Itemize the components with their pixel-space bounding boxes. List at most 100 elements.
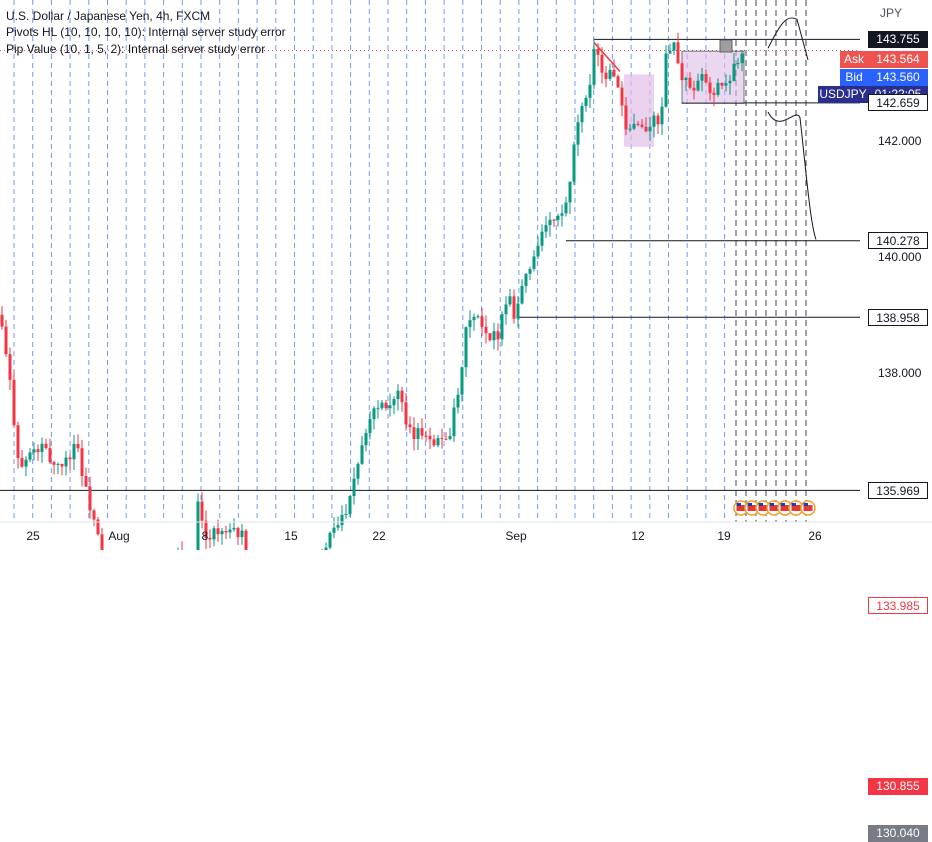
candle-body bbox=[504, 304, 508, 315]
candle-body bbox=[640, 124, 644, 127]
candle-body bbox=[452, 407, 456, 437]
level-price-138-958: 138.958 bbox=[868, 308, 928, 326]
candle-body bbox=[516, 303, 520, 319]
event-flag-canton bbox=[769, 503, 774, 506]
event-flag-stripes bbox=[769, 505, 779, 511]
candle-body bbox=[356, 463, 360, 479]
candle-body bbox=[332, 527, 336, 533]
candle-body bbox=[64, 457, 68, 467]
candle-body bbox=[464, 327, 468, 368]
candle-body bbox=[616, 76, 620, 88]
candle-body bbox=[668, 50, 672, 54]
candle-body bbox=[20, 458, 24, 467]
event-flag-canton bbox=[747, 503, 752, 506]
level-price-130-040: 130.040 bbox=[868, 825, 928, 842]
candle-body bbox=[728, 80, 732, 84]
currency-label[interactable]: JPY bbox=[880, 6, 903, 20]
candle-body bbox=[612, 69, 616, 77]
candle-body bbox=[48, 448, 52, 463]
y-tick-label: 138.000 bbox=[878, 366, 922, 380]
candle-body bbox=[684, 77, 688, 81]
candle-body bbox=[732, 63, 736, 81]
candle-body bbox=[84, 476, 88, 487]
level-price-143-755: 143.755 bbox=[868, 30, 928, 48]
candle-body bbox=[72, 443, 76, 460]
candle-body bbox=[16, 425, 20, 459]
candle-body bbox=[348, 496, 352, 514]
level-price-135-969: 135.969 bbox=[868, 481, 928, 499]
candle-body bbox=[444, 438, 448, 440]
x-tick-label: 22 bbox=[372, 529, 386, 543]
candle-body bbox=[344, 513, 348, 515]
candle-body bbox=[36, 449, 40, 453]
x-tick-label: 8 bbox=[202, 529, 209, 543]
candle-body bbox=[716, 82, 720, 95]
candle-body bbox=[44, 443, 48, 449]
x-tick-label: 26 bbox=[808, 529, 822, 543]
candle-body bbox=[680, 63, 684, 81]
horizontal-levels bbox=[0, 38, 860, 491]
candle-body bbox=[696, 80, 700, 91]
candle-body bbox=[632, 123, 636, 129]
level-price-140-278: 140.278 bbox=[868, 232, 928, 250]
candle-body bbox=[380, 402, 384, 409]
candle-body bbox=[404, 402, 408, 425]
candle-body bbox=[528, 269, 532, 274]
projection-up bbox=[767, 17, 809, 61]
candle-body bbox=[564, 202, 568, 214]
x-tick-label: Aug bbox=[108, 529, 129, 543]
candle-body bbox=[688, 77, 692, 88]
candle-body bbox=[608, 69, 612, 79]
candle-body bbox=[524, 273, 528, 286]
candle-body bbox=[24, 459, 28, 467]
candle-body bbox=[336, 525, 340, 528]
candle-body bbox=[328, 532, 332, 548]
candle-body bbox=[436, 438, 440, 446]
candle-body bbox=[692, 87, 696, 91]
candle-body bbox=[740, 53, 744, 64]
candle-body bbox=[548, 219, 552, 226]
marker-box bbox=[719, 39, 733, 53]
event-flag-stripes bbox=[758, 505, 768, 511]
candle-body bbox=[496, 331, 500, 340]
candle-body bbox=[440, 438, 444, 440]
candle-body bbox=[0, 314, 4, 327]
vertical-gridlines bbox=[13, 0, 807, 522]
candle-body bbox=[100, 534, 104, 550]
candle-body bbox=[212, 528, 216, 540]
candle-body bbox=[480, 316, 484, 327]
candle-body bbox=[80, 448, 84, 477]
candle-body bbox=[56, 463, 60, 465]
candle-body bbox=[196, 501, 200, 550]
event-flag-canton bbox=[791, 503, 796, 506]
candle-body bbox=[712, 92, 716, 95]
candle-body bbox=[664, 53, 668, 107]
range-box bbox=[624, 74, 654, 147]
candle-body bbox=[428, 435, 432, 440]
candle-body bbox=[372, 408, 376, 420]
candle-body bbox=[536, 245, 540, 257]
candle-body bbox=[556, 215, 560, 220]
event-flag-stripes bbox=[736, 505, 746, 511]
event-flag-stripes bbox=[791, 505, 801, 511]
candle-body bbox=[424, 435, 428, 437]
candle-body bbox=[456, 394, 460, 408]
candlesticks bbox=[0, 32, 744, 550]
candle-body bbox=[376, 408, 380, 410]
candle-body bbox=[636, 123, 640, 125]
candle-body bbox=[652, 115, 656, 127]
candle-body bbox=[700, 74, 704, 81]
candle-body bbox=[508, 296, 512, 305]
candle-body bbox=[240, 530, 244, 538]
candle-body bbox=[216, 528, 220, 535]
candle-body bbox=[384, 402, 388, 409]
event-flags bbox=[733, 500, 816, 516]
level-price-130-855: 130.855 bbox=[868, 778, 928, 796]
candle-body bbox=[596, 48, 600, 55]
candle-body bbox=[604, 72, 608, 79]
candle-body bbox=[560, 213, 564, 216]
bid-badge: Bid bbox=[840, 69, 868, 86]
candle-body bbox=[620, 87, 624, 106]
